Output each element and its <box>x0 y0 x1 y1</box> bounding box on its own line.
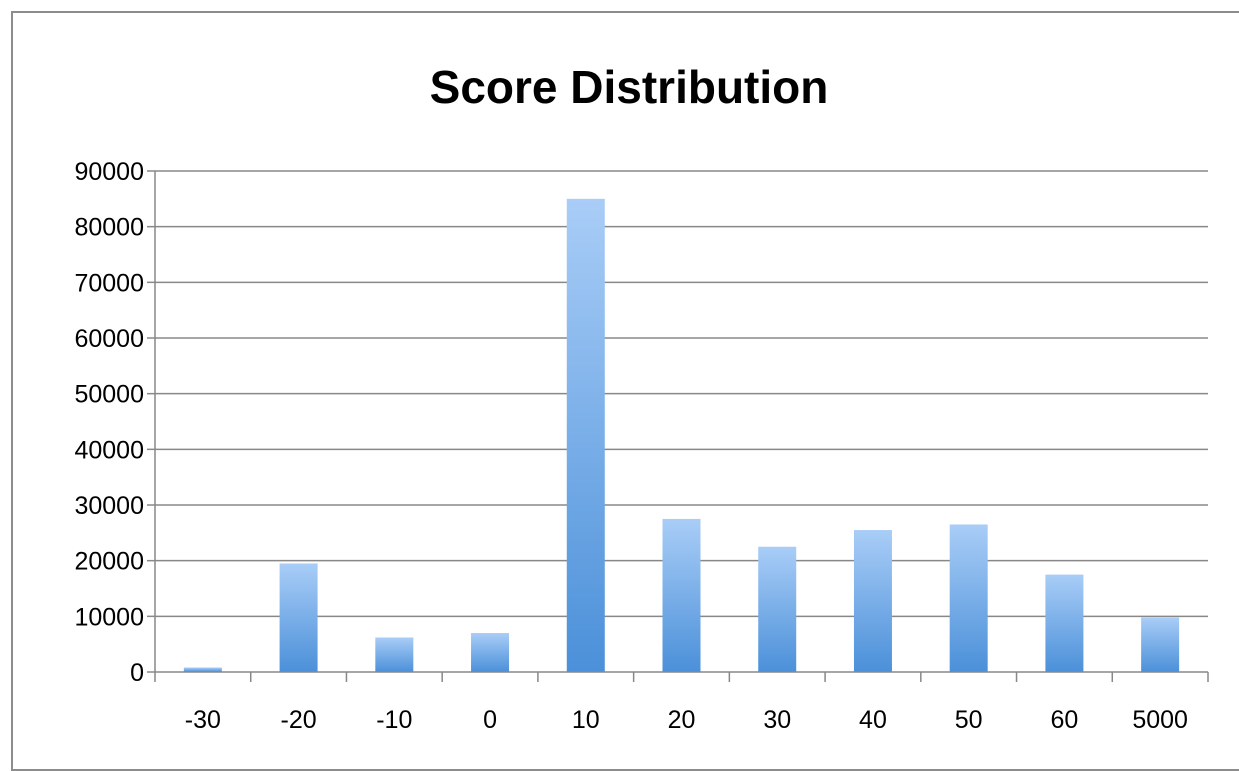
x-tick-label: 30 <box>763 706 791 734</box>
y-tick-label: 20000 <box>74 548 144 576</box>
y-tick-label: 50000 <box>74 381 144 409</box>
y-tick-label: 60000 <box>74 325 144 353</box>
y-tick-label: 0 <box>130 659 144 687</box>
x-tick-label: -10 <box>376 706 412 734</box>
bar-chart: 0100002000030000400005000060000700008000… <box>74 158 1209 734</box>
bar <box>758 546 797 672</box>
bar <box>949 524 988 672</box>
x-tick-label: -20 <box>281 706 317 734</box>
bar <box>566 198 605 673</box>
bar <box>375 637 414 672</box>
x-tick-label: 10 <box>572 706 600 734</box>
y-tick-label: 30000 <box>74 492 144 520</box>
chart-frame <box>11 11 1239 771</box>
bar <box>662 518 701 672</box>
axes <box>147 170 1209 682</box>
y-tick-label: 40000 <box>74 436 144 464</box>
y-tick-labels: 0 10000 20000 30000 40000 50000 60000 70000 8000… <box>74 158 144 687</box>
bar <box>1045 574 1084 672</box>
y-tick-label: 70000 <box>74 269 144 297</box>
x-tick-label: -30 <box>185 706 221 734</box>
x-tick-labels: -30 -20 -10 0 10 20 30 40 50 60 5000 <box>185 706 1188 734</box>
chart-title: Score Distribution <box>429 61 829 113</box>
x-tick-label: 40 <box>859 706 887 734</box>
x-tick-label: 50 <box>955 706 983 734</box>
y-tick-label: 10000 <box>74 603 144 631</box>
y-tick-label: 90000 <box>74 158 144 186</box>
bar <box>183 667 222 672</box>
bar <box>471 633 510 672</box>
x-tick-label: 0 <box>483 706 497 734</box>
x-tick-label: 5000 <box>1132 706 1188 734</box>
bar <box>853 530 892 672</box>
bar <box>279 563 318 672</box>
x-tick-label: 60 <box>1051 706 1079 734</box>
y-tick-label: 80000 <box>74 214 144 242</box>
bars <box>183 198 1180 673</box>
x-tick-label: 20 <box>668 706 696 734</box>
bar <box>1141 617 1180 672</box>
